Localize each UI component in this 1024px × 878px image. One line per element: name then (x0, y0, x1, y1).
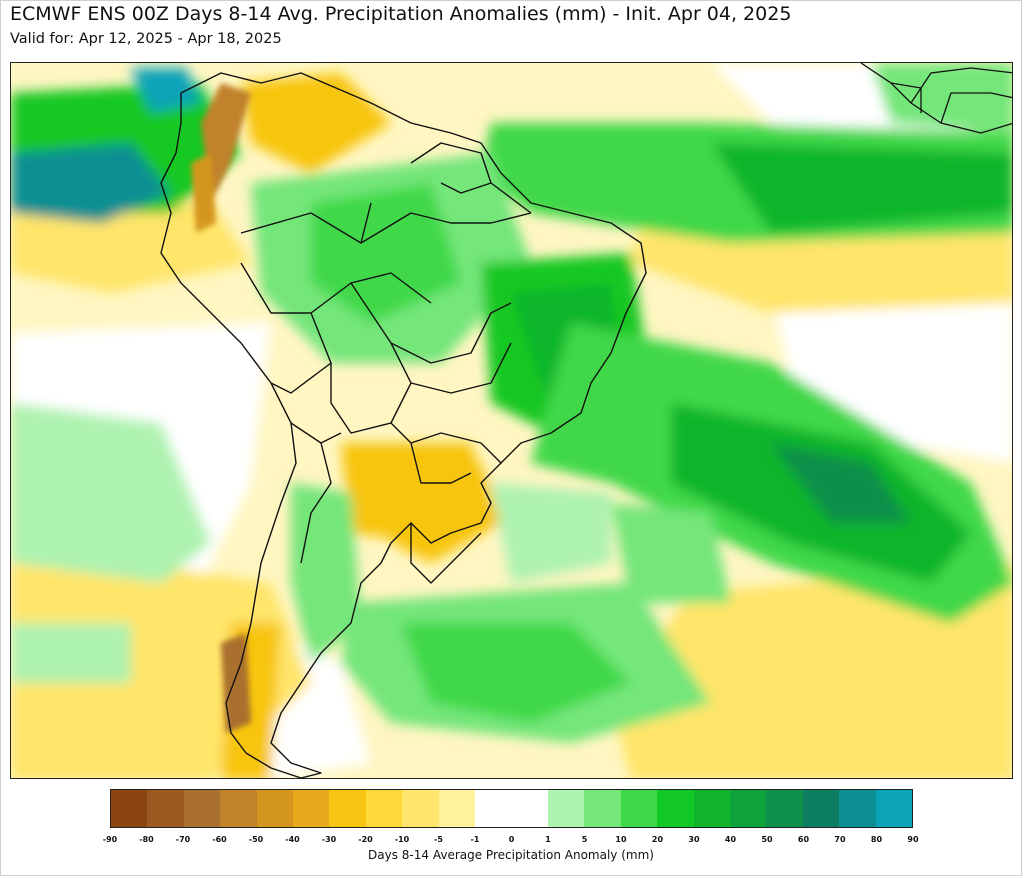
colorbar-tick-label: -20 (358, 835, 373, 844)
colorbar-swatch (365, 790, 403, 827)
colorbar-swatch (511, 790, 548, 827)
colorbar-label-text: Days 8-14 Average Precipitation Anomaly … (368, 848, 654, 862)
colorbar-swatch (329, 790, 366, 827)
colorbar-tick-label: -50 (248, 835, 264, 844)
colorbar-swatch (402, 790, 439, 827)
colorbar-tick-label: -30 (321, 835, 337, 844)
colorbar-tick-label: -80 (139, 835, 154, 844)
colorbar-swatch (584, 790, 621, 827)
colorbar-swatch (183, 790, 221, 827)
colorbar-swatch (802, 790, 840, 827)
colorbar-swatch (256, 790, 294, 827)
colorbar-tick-label: 20 (651, 835, 664, 844)
colorbar-tick-label: -1 (470, 835, 480, 844)
colorbar-swatch (475, 790, 512, 827)
colorbar-tick-label: 60 (797, 835, 810, 844)
colorbar-tick-label: -10 (394, 835, 410, 844)
precipitation-anomaly-map (10, 62, 1013, 779)
map-subtitle: Valid for: Apr 12, 2025 - Apr 18, 2025 (10, 31, 282, 47)
colorbar-tick-label: 0 (508, 835, 515, 844)
colorbar-swatch (220, 790, 257, 827)
colorbar-tick-label: 90 (907, 835, 919, 844)
africa-borders (860, 63, 1012, 134)
colorbar-tick-label: 80 (870, 835, 883, 844)
colorbar-swatch (547, 790, 585, 827)
colorbar-swatch (729, 790, 767, 827)
colorbar-label: Days 8-14 Average Precipitation Anomaly … (0, 848, 1024, 862)
colorbar-tick-label: -40 (285, 835, 300, 844)
colorbar-tick-label: -90 (102, 835, 118, 844)
colorbar-swatch (111, 790, 148, 827)
colorbar-swatch (293, 790, 330, 827)
colorbar-tick-label: -70 (175, 835, 191, 844)
colorbar-swatch (438, 790, 476, 827)
colorbar-tick-label: -5 (434, 835, 443, 844)
map-canvas (11, 63, 1012, 778)
country-borders (160, 72, 647, 778)
colorbar-swatch (620, 790, 658, 827)
colorbar-swatch (657, 790, 694, 827)
colorbar-tick-label: 40 (724, 835, 737, 844)
colorbar-tick-label: 1 (545, 835, 551, 844)
colorbar-swatch (147, 790, 184, 827)
colorbar-tick-label: 30 (688, 835, 700, 844)
colorbar-swatch (875, 790, 912, 827)
colorbar-tick-label: 50 (761, 835, 773, 844)
colorbar-swatch (693, 790, 730, 827)
map-title: ECMWF ENS 00Z Days 8-14 Avg. Precipitati… (10, 3, 792, 25)
colorbar-tick-label: 5 (581, 835, 588, 844)
andes-dry-streaks (191, 83, 251, 733)
colorbar-tick-label: -60 (212, 835, 227, 844)
colorbar-swatch (839, 790, 876, 827)
colorbar-tick-label: 70 (834, 835, 846, 844)
colorbar (110, 789, 913, 828)
colorbar-swatch (766, 790, 803, 827)
colorbar-tick-label: 10 (615, 835, 627, 844)
